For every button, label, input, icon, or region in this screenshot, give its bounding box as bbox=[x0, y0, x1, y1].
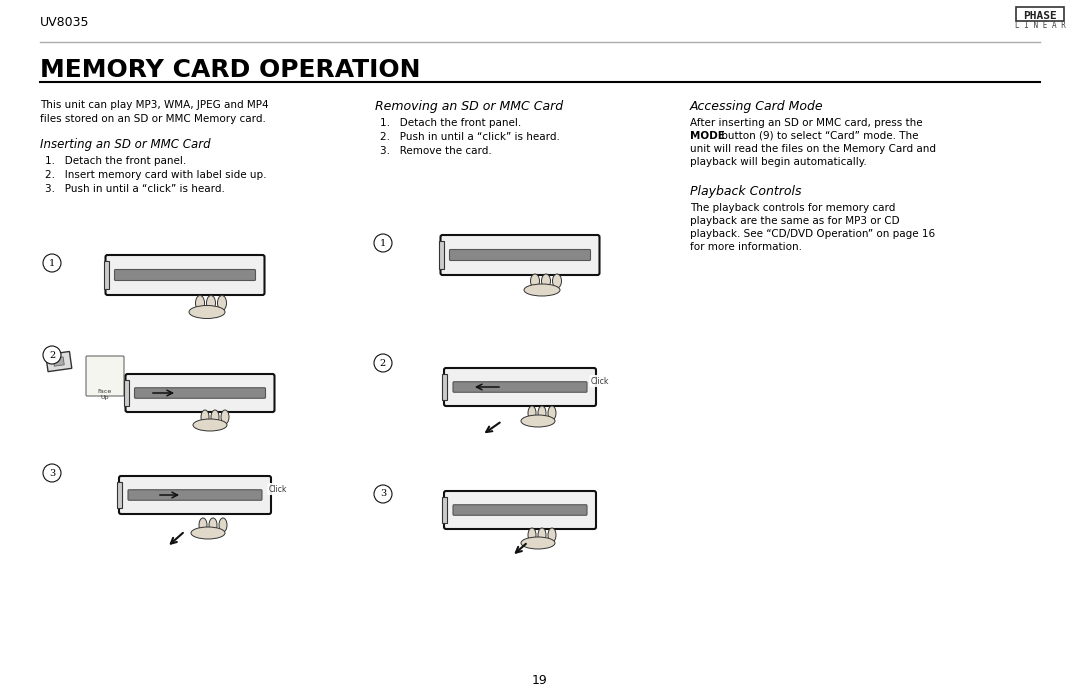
Ellipse shape bbox=[528, 528, 536, 542]
Ellipse shape bbox=[193, 419, 227, 431]
FancyBboxPatch shape bbox=[114, 269, 256, 281]
Bar bbox=[104, 261, 108, 289]
Text: button (9) to select “Card” mode. The: button (9) to select “Card” mode. The bbox=[718, 131, 918, 141]
FancyBboxPatch shape bbox=[86, 356, 124, 396]
Ellipse shape bbox=[553, 274, 562, 288]
Bar bbox=[442, 374, 447, 400]
Ellipse shape bbox=[199, 518, 207, 532]
Text: This unit can play MP3, WMA, JPEG and MP4: This unit can play MP3, WMA, JPEG and MP… bbox=[40, 100, 269, 110]
Circle shape bbox=[43, 346, 60, 364]
Text: playback are the same as for MP3 or CD: playback are the same as for MP3 or CD bbox=[690, 216, 900, 226]
Bar bbox=[45, 352, 71, 371]
Ellipse shape bbox=[219, 518, 227, 532]
Text: 2.   Push in until a “click” is heard.: 2. Push in until a “click” is heard. bbox=[380, 132, 559, 142]
Ellipse shape bbox=[210, 518, 217, 532]
Ellipse shape bbox=[191, 527, 225, 539]
FancyBboxPatch shape bbox=[441, 235, 599, 275]
Circle shape bbox=[374, 354, 392, 372]
Text: Playback Controls: Playback Controls bbox=[690, 185, 801, 198]
Ellipse shape bbox=[201, 410, 210, 424]
Text: MEMORY CARD OPERATION: MEMORY CARD OPERATION bbox=[40, 58, 420, 82]
Ellipse shape bbox=[548, 528, 556, 542]
FancyBboxPatch shape bbox=[453, 505, 588, 515]
Text: playback will begin automatically.: playback will begin automatically. bbox=[690, 157, 867, 167]
Text: Removing an SD or MMC Card: Removing an SD or MMC Card bbox=[375, 100, 563, 113]
FancyBboxPatch shape bbox=[129, 490, 262, 500]
Text: 2.   Insert memory card with label side up.: 2. Insert memory card with label side up… bbox=[45, 170, 267, 180]
Text: files stored on an SD or MMC Memory card.: files stored on an SD or MMC Memory card… bbox=[40, 114, 266, 124]
Text: 3.   Push in until a “click” is heard.: 3. Push in until a “click” is heard. bbox=[45, 184, 225, 194]
Ellipse shape bbox=[548, 406, 556, 420]
Text: 19: 19 bbox=[532, 674, 548, 687]
Text: Click: Click bbox=[591, 376, 609, 385]
Text: PHASE: PHASE bbox=[1023, 11, 1057, 21]
Text: for more information.: for more information. bbox=[690, 242, 802, 252]
FancyBboxPatch shape bbox=[449, 249, 591, 260]
Text: Face
Up: Face Up bbox=[98, 389, 112, 400]
Ellipse shape bbox=[524, 284, 561, 296]
Bar bbox=[123, 380, 129, 406]
Ellipse shape bbox=[528, 406, 536, 420]
FancyBboxPatch shape bbox=[119, 476, 271, 514]
Ellipse shape bbox=[221, 410, 229, 424]
Text: playback. See “CD/DVD Operation” on page 16: playback. See “CD/DVD Operation” on page… bbox=[690, 229, 935, 239]
Bar bbox=[117, 482, 122, 508]
Ellipse shape bbox=[530, 274, 540, 288]
FancyBboxPatch shape bbox=[453, 382, 588, 392]
Circle shape bbox=[374, 234, 392, 252]
FancyBboxPatch shape bbox=[444, 491, 596, 529]
FancyBboxPatch shape bbox=[135, 388, 266, 399]
Bar bbox=[442, 497, 447, 523]
Text: unit will read the files on the Memory Card and: unit will read the files on the Memory C… bbox=[690, 144, 936, 154]
Text: 1.   Detach the front panel.: 1. Detach the front panel. bbox=[45, 156, 186, 166]
Ellipse shape bbox=[538, 528, 546, 542]
Text: UV8035: UV8035 bbox=[40, 15, 90, 29]
Text: Click: Click bbox=[269, 484, 287, 493]
Circle shape bbox=[43, 254, 60, 272]
Ellipse shape bbox=[538, 406, 546, 420]
FancyBboxPatch shape bbox=[106, 255, 265, 295]
Circle shape bbox=[43, 464, 60, 482]
Text: Inserting an SD or MMC Card: Inserting an SD or MMC Card bbox=[40, 138, 211, 151]
Text: The playback controls for memory card: The playback controls for memory card bbox=[690, 203, 895, 213]
Ellipse shape bbox=[206, 295, 216, 311]
Text: MODE: MODE bbox=[690, 131, 725, 141]
Ellipse shape bbox=[521, 415, 555, 427]
Text: 1.   Detach the front panel.: 1. Detach the front panel. bbox=[380, 118, 522, 128]
Ellipse shape bbox=[195, 295, 204, 311]
Ellipse shape bbox=[189, 306, 225, 318]
Text: After inserting an SD or MMC card, press the: After inserting an SD or MMC card, press… bbox=[690, 118, 922, 128]
FancyBboxPatch shape bbox=[125, 374, 274, 412]
Text: Accessing Card Mode: Accessing Card Mode bbox=[690, 100, 824, 113]
Text: 1: 1 bbox=[49, 258, 55, 267]
Text: 1: 1 bbox=[380, 239, 387, 248]
Text: 3: 3 bbox=[380, 489, 387, 498]
Ellipse shape bbox=[521, 537, 555, 549]
Text: 2: 2 bbox=[49, 350, 55, 359]
Ellipse shape bbox=[541, 274, 551, 288]
Circle shape bbox=[374, 485, 392, 503]
Text: 2: 2 bbox=[380, 359, 387, 368]
FancyBboxPatch shape bbox=[444, 368, 596, 406]
Ellipse shape bbox=[211, 410, 219, 424]
Text: L I N E A R: L I N E A R bbox=[1014, 20, 1066, 29]
Ellipse shape bbox=[217, 295, 227, 311]
Text: 3: 3 bbox=[49, 468, 55, 477]
Bar bbox=[53, 357, 64, 366]
Text: 3.   Remove the card.: 3. Remove the card. bbox=[380, 146, 491, 156]
Bar bbox=[438, 241, 444, 269]
